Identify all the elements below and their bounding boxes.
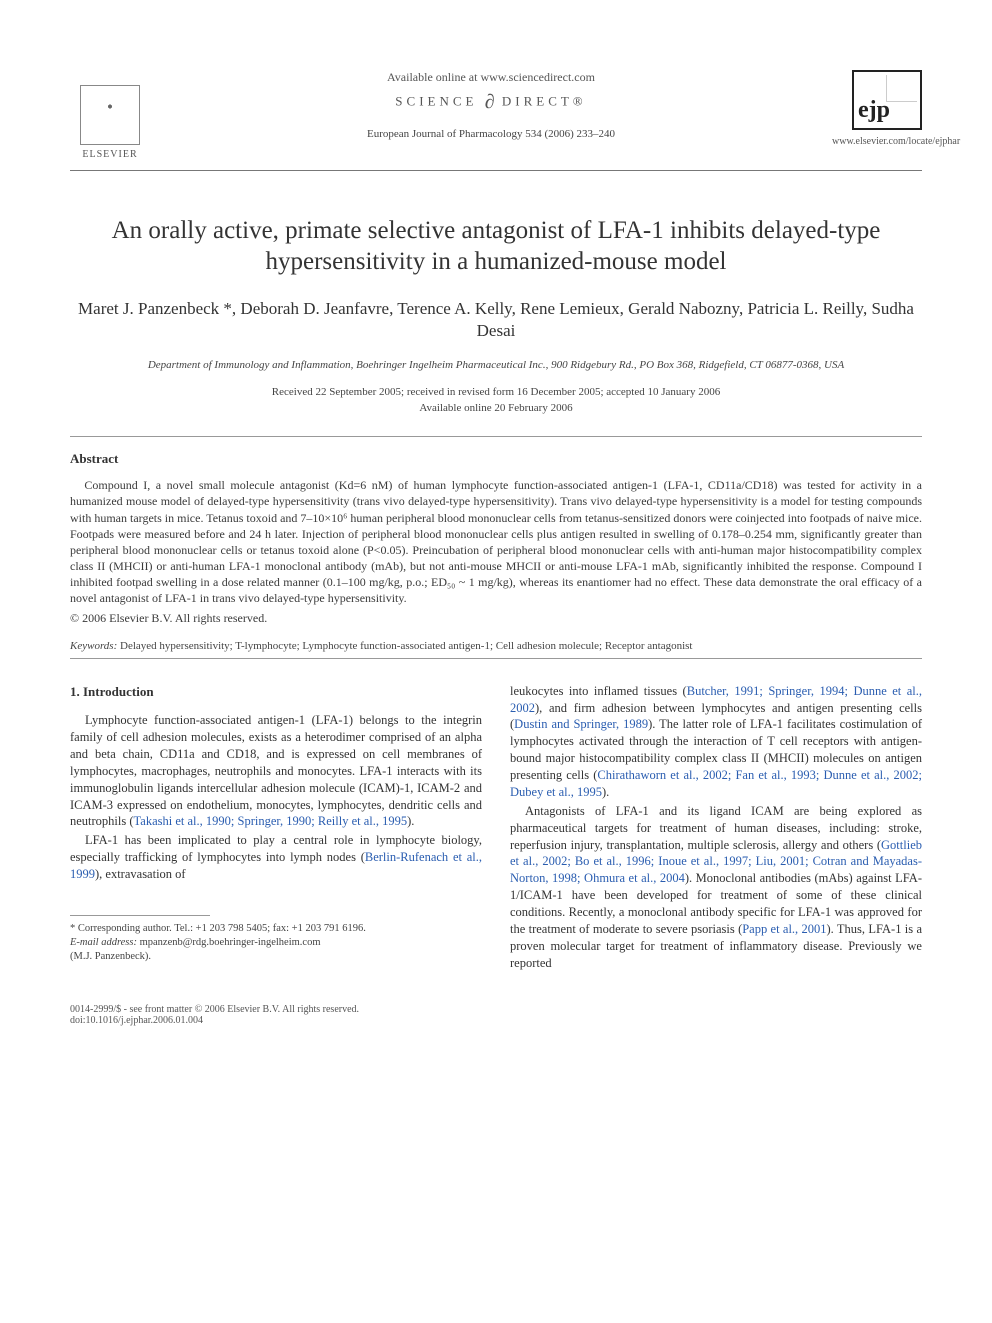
ejp-logo-icon: ejp — [852, 70, 922, 130]
authors: Maret J. Panzenbeck *, Deborah D. Jeanfa… — [70, 298, 922, 344]
citation[interactable]: Takashi et al., 1990; Springer, 1990; Re… — [134, 814, 408, 828]
intro-p2-b: ), extravasation of — [95, 867, 186, 881]
journal-header: ELSEVIER Available online at www.science… — [70, 70, 922, 160]
available-online-text: Available online at www.sciencedirect.co… — [170, 70, 812, 85]
journal-url: www.elsevier.com/locate/ejphar — [832, 136, 922, 147]
abstract-section: Abstract Compound I, a novel small molec… — [70, 451, 922, 626]
header-rule — [70, 170, 922, 171]
email-address: mpanzenb@rdg.boehringer-ingelheim.com — [140, 937, 321, 948]
sciencedirect-right: DIRECT® — [502, 93, 587, 108]
footnote-rule — [70, 915, 210, 916]
introduction-heading: 1. Introduction — [70, 683, 482, 701]
elsevier-label: ELSEVIER — [82, 149, 137, 160]
available-online-date: Available online 20 February 2006 — [70, 401, 922, 416]
email-label: E-mail address: — [70, 937, 137, 948]
center-header: Available online at www.sciencedirect.co… — [150, 70, 832, 140]
abstract-copyright: © 2006 Elsevier B.V. All rights reserved… — [70, 611, 922, 626]
keywords: Keywords: Delayed hypersensitivity; T-ly… — [70, 640, 922, 652]
ejp-logo-block: ejp www.elsevier.com/locate/ejphar — [832, 70, 922, 147]
intro-para-1: Lymphocyte function-associated antigen-1… — [70, 712, 482, 830]
affiliation: Department of Immunology and Inflammatio… — [70, 359, 922, 371]
intro-p3-d: ). — [602, 785, 609, 799]
sciencedirect-left: SCIENCE — [395, 93, 477, 108]
page-footer: 0014-2999/$ - see front matter © 2006 El… — [70, 1004, 922, 1026]
citation[interactable]: Dustin and Springer, 1989 — [514, 717, 648, 731]
keywords-list: Delayed hypersensitivity; T-lymphocyte; … — [120, 640, 692, 652]
intro-p1-a: Lymphocyte function-associated antigen-1… — [70, 713, 482, 828]
elsevier-logo: ELSEVIER — [70, 70, 150, 160]
article-title: An orally active, primate selective anta… — [70, 215, 922, 278]
corr-author-contact: * Corresponding author. Tel.: +1 203 798… — [70, 922, 482, 936]
body-columns: 1. Introduction Lymphocyte function-asso… — [70, 683, 922, 974]
intro-para-3: leukocytes into inflamed tissues (Butche… — [510, 683, 922, 801]
pre-abstract-rule — [70, 436, 922, 437]
left-column: 1. Introduction Lymphocyte function-asso… — [70, 683, 482, 974]
corresponding-author-footnote: * Corresponding author. Tel.: +1 203 798… — [70, 922, 482, 965]
journal-reference: European Journal of Pharmacology 534 (20… — [170, 128, 812, 140]
citation[interactable]: Papp et al., 2001 — [742, 922, 826, 936]
doi: doi:10.1016/j.ejphar.2006.01.004 — [70, 1015, 359, 1026]
corr-author-name: (M.J. Panzenbeck). — [70, 950, 482, 964]
received-dates: Received 22 September 2005; received in … — [70, 385, 922, 400]
article-dates: Received 22 September 2005; received in … — [70, 385, 922, 416]
intro-p3-a: leukocytes into inflamed tissues ( — [510, 684, 687, 698]
intro-p1-b: ). — [407, 814, 414, 828]
issn-copyright: 0014-2999/$ - see front matter © 2006 El… — [70, 1004, 359, 1015]
intro-para-2: LFA-1 has been implicated to play a cent… — [70, 832, 482, 883]
sciencedirect-chi-icon: ∂ — [485, 91, 495, 113]
right-column: leukocytes into inflamed tissues (Butche… — [510, 683, 922, 974]
keywords-label: Keywords: — [70, 640, 117, 652]
post-keywords-rule — [70, 658, 922, 659]
intro-p4-a: Antagonists of LFA-1 and its ligand ICAM… — [510, 804, 922, 852]
abstract-heading: Abstract — [70, 451, 922, 467]
abstract-body: Compound I, a novel small molecule antag… — [70, 477, 922, 607]
footer-left: 0014-2999/$ - see front matter © 2006 El… — [70, 1004, 359, 1026]
intro-para-4: Antagonists of LFA-1 and its ligand ICAM… — [510, 803, 922, 972]
elsevier-tree-icon — [80, 85, 140, 145]
corr-author-email-row: E-mail address: mpanzenb@rdg.boehringer-… — [70, 936, 482, 950]
sciencedirect-logo: SCIENCE ∂ DIRECT® — [170, 91, 812, 114]
